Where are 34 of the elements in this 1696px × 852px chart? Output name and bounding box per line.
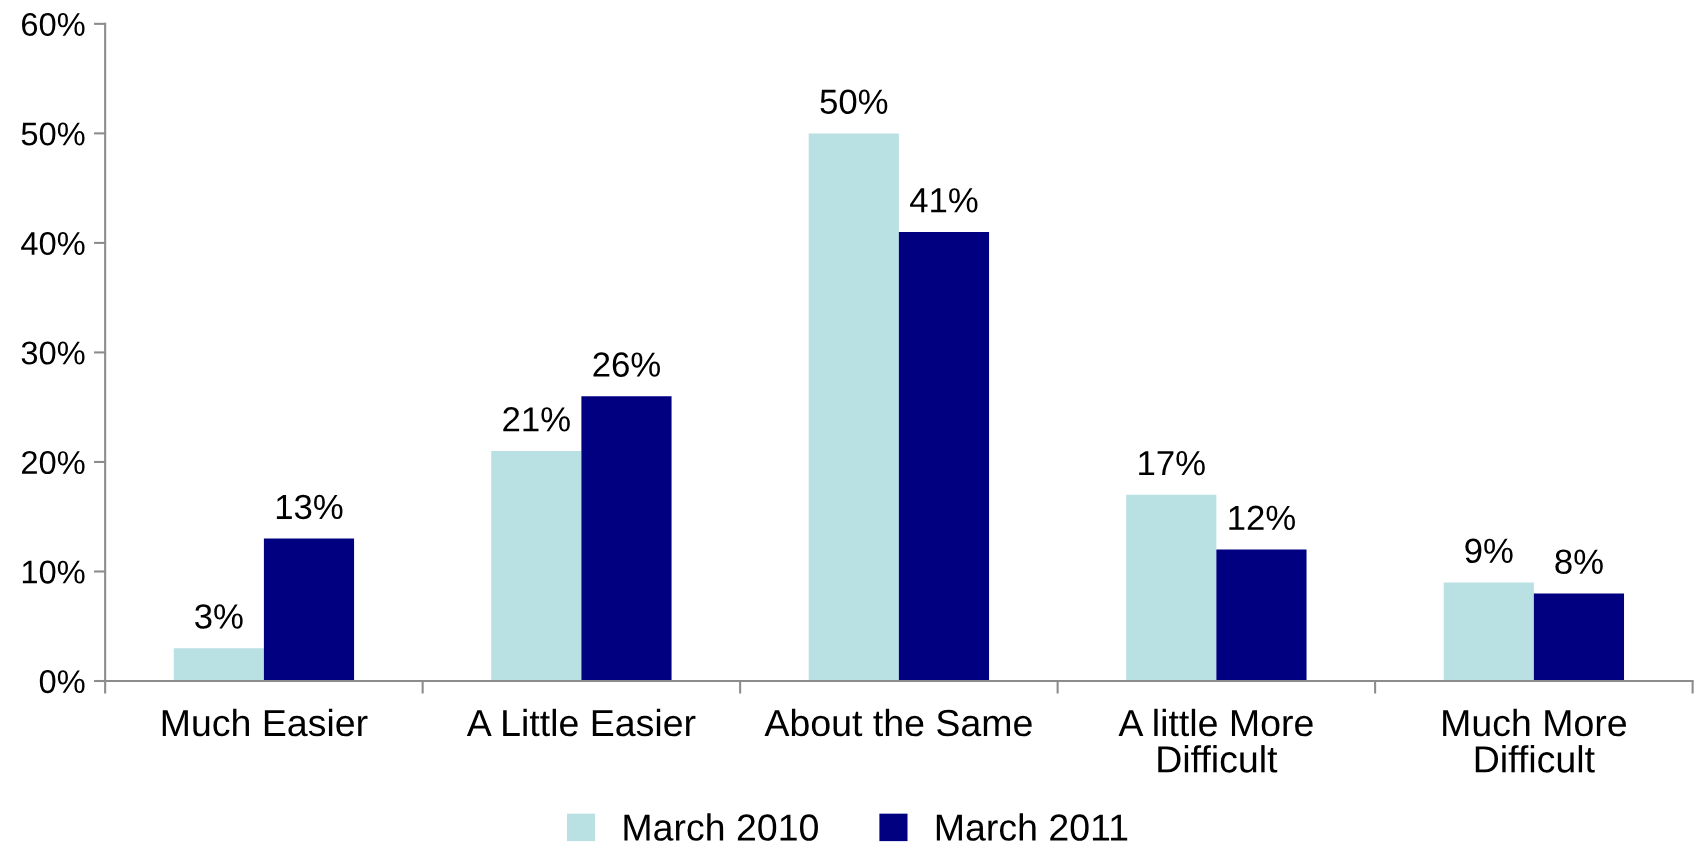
- data-label: 26%: [593, 352, 660, 377]
- bar: [808, 133, 899, 681]
- bar: [898, 231, 990, 681]
- bar: [1126, 494, 1217, 681]
- data-label: 8%: [1555, 549, 1603, 575]
- y-tick-label: 0%: [39, 670, 85, 694]
- y-tick-label: 10%: [22, 560, 85, 584]
- bar: [1216, 549, 1307, 681]
- legend-label: March 2011: [936, 813, 1128, 841]
- y-tick-label: 40%: [21, 231, 85, 256]
- bar: [1443, 582, 1534, 681]
- data-label: 9%: [1465, 538, 1513, 564]
- data-label: 50%: [820, 89, 888, 115]
- data-label: 3%: [195, 604, 243, 629]
- legend-label: March 2010: [624, 813, 818, 841]
- bar: [173, 648, 264, 681]
- data-label: 12%: [1229, 505, 1295, 531]
- y-tick-label: 20%: [22, 450, 85, 475]
- y-tick-label: 30%: [21, 341, 85, 365]
- x-tick-label: About the Same: [764, 708, 1032, 737]
- bar: [1533, 593, 1625, 681]
- y-tick-label: 50%: [21, 122, 85, 146]
- x-tick-label: Much Easier: [162, 708, 368, 737]
- data-label: 17%: [1139, 451, 1205, 476]
- x-tick-label: A Little Easier: [466, 708, 696, 737]
- data-label: 21%: [503, 407, 570, 432]
- bar: [263, 538, 355, 681]
- bar: [581, 396, 672, 681]
- data-label: 13%: [276, 494, 343, 520]
- x-tick-label: A little More Difficult: [1118, 708, 1313, 773]
- bar: [491, 451, 582, 681]
- x-tick-label: Much More Difficult: [1443, 708, 1626, 773]
- y-tick-label: 60%: [22, 12, 85, 36]
- data-label: 41%: [910, 188, 978, 213]
